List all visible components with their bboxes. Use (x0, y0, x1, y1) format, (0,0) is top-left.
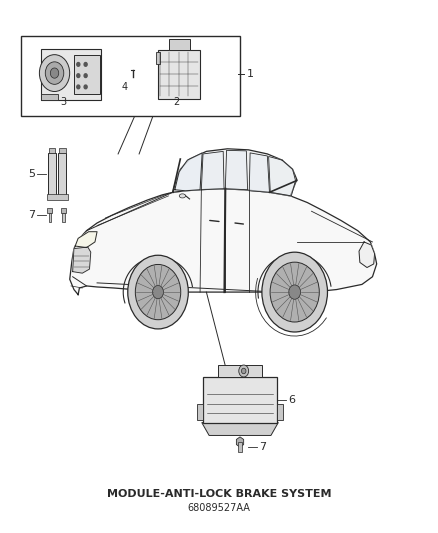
Text: 6: 6 (288, 394, 295, 405)
Bar (58, 152, 67, 196)
Polygon shape (202, 423, 278, 435)
Polygon shape (70, 189, 377, 295)
Text: 2: 2 (173, 96, 179, 107)
Bar (74, 55, 100, 94)
Polygon shape (175, 153, 202, 191)
Bar (62, 213, 65, 222)
Text: 3: 3 (60, 96, 67, 107)
Circle shape (135, 264, 181, 320)
Bar (198, 404, 203, 420)
Bar (238, 442, 242, 452)
Circle shape (152, 286, 163, 298)
Polygon shape (201, 151, 224, 190)
Polygon shape (268, 157, 296, 196)
Circle shape (239, 365, 249, 377)
Circle shape (84, 85, 87, 89)
Bar (277, 404, 283, 420)
Circle shape (289, 285, 300, 299)
Polygon shape (173, 149, 297, 196)
Text: 5: 5 (28, 169, 35, 180)
Text: 1: 1 (246, 69, 253, 79)
Bar (59, 148, 66, 152)
Circle shape (77, 62, 80, 66)
Bar (158, 50, 200, 99)
Bar (218, 365, 262, 376)
Bar (61, 208, 66, 213)
Bar (49, 148, 56, 152)
Circle shape (84, 74, 87, 77)
Text: 4: 4 (121, 82, 127, 92)
Bar (169, 39, 190, 50)
Bar (40, 49, 102, 100)
Circle shape (77, 85, 80, 89)
Polygon shape (73, 247, 91, 273)
Circle shape (128, 255, 188, 329)
Polygon shape (225, 150, 247, 190)
Circle shape (77, 74, 80, 77)
Text: 68089527AA: 68089527AA (187, 503, 251, 513)
Bar (47, 208, 53, 213)
Bar (156, 52, 160, 64)
Circle shape (50, 68, 59, 78)
Polygon shape (237, 437, 244, 447)
Text: 7: 7 (28, 211, 35, 220)
Bar (46, 194, 67, 200)
Bar (203, 376, 277, 423)
Polygon shape (359, 242, 374, 268)
Text: MODULE-ANTI-LOCK BRAKE SYSTEM: MODULE-ANTI-LOCK BRAKE SYSTEM (107, 489, 331, 499)
Bar (40, 94, 57, 100)
Bar (48, 152, 56, 196)
Circle shape (39, 55, 70, 92)
Text: 7: 7 (259, 442, 266, 451)
Polygon shape (75, 232, 97, 247)
Bar (49, 213, 51, 222)
Circle shape (45, 62, 64, 84)
Bar (21, 36, 240, 116)
Circle shape (241, 368, 246, 374)
Circle shape (84, 62, 87, 66)
Ellipse shape (179, 194, 186, 198)
Circle shape (262, 252, 328, 332)
Polygon shape (249, 153, 269, 192)
Circle shape (270, 262, 319, 322)
